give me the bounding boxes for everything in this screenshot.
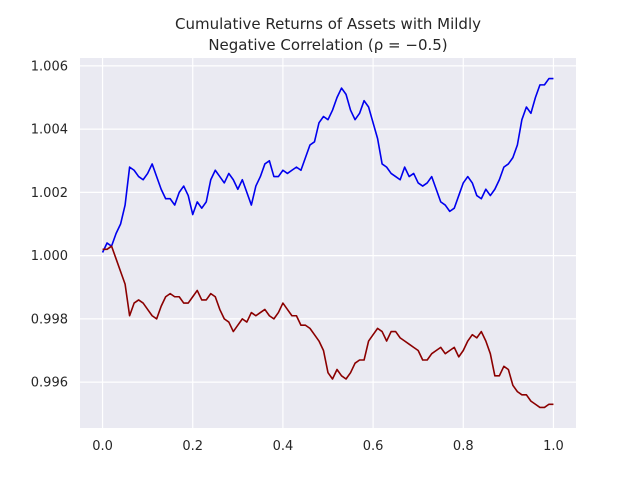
x-tick-label: 0.0 (92, 439, 113, 454)
y-axis-ticks: 0.996 0.998 1.000 1.002 1.004 1.006 (31, 59, 68, 390)
x-tick-label: 1.0 (543, 439, 564, 454)
y-tick-label: 1.004 (31, 123, 68, 138)
chart-title-line-1: Cumulative Returns of Assets with Mildly (175, 15, 481, 33)
y-tick-label: 1.000 (31, 249, 68, 264)
series-line-1 (101, 77, 554, 253)
series-line-2 (102, 245, 554, 409)
y-tick-label: 1.002 (31, 186, 68, 201)
y-tick-label: 0.996 (31, 376, 68, 391)
y-tick-label: 0.998 (31, 312, 68, 327)
y-tick-label: 1.006 (31, 59, 68, 74)
x-tick-label: 0.8 (453, 439, 474, 454)
x-tick-label: 0.2 (182, 439, 203, 454)
x-tick-label: 0.4 (273, 439, 294, 454)
x-tick-label: 0.6 (363, 439, 384, 454)
x-axis-ticks: 0.0 0.2 0.4 0.6 0.8 1.0 (92, 439, 564, 454)
series-lines (101, 77, 554, 409)
chart-title-line-2: Negative Correlation (ρ = −0.5) (208, 36, 447, 54)
